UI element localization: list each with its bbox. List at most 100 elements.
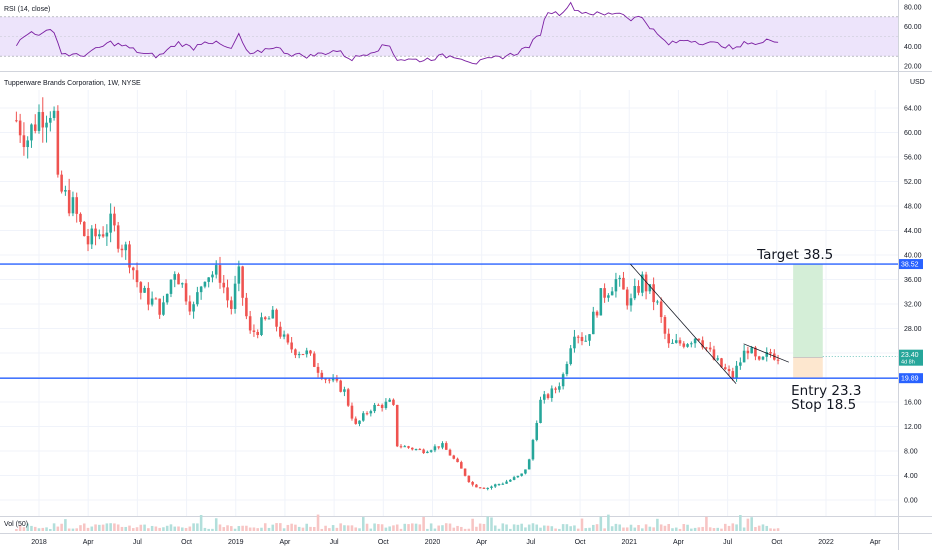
volume-bar [188, 526, 192, 531]
volume-bar [320, 528, 324, 531]
candle-body [429, 450, 433, 452]
volume-bar [739, 515, 742, 531]
time-axis: 2018 Apr Jul Oct 2019 Apr Jul Oct 2020 Apr Jul Oct 2… [31, 539, 881, 546]
volume-bar [524, 527, 527, 531]
volume-bar [403, 523, 407, 531]
candle-body [331, 378, 335, 381]
volume-bar [275, 523, 278, 531]
candle-body [671, 342, 674, 344]
volume-bar [618, 524, 621, 531]
candle-body [727, 369, 731, 372]
countdown-label: 4d 8h [901, 360, 915, 366]
volume-bar [358, 528, 361, 531]
volume-bar [584, 528, 588, 531]
volume-bar [448, 523, 452, 531]
current-price-tag [899, 349, 923, 366]
volume-bar [124, 526, 128, 531]
candle-body [720, 358, 723, 368]
candle-body [659, 301, 663, 318]
volume-bar [776, 528, 780, 531]
volume-bar [573, 525, 576, 531]
candle-body [512, 477, 516, 480]
volume-bar [418, 524, 422, 531]
volume-bar [82, 523, 86, 531]
volume-bar [429, 523, 433, 531]
candle-body [610, 291, 614, 296]
volume-bar [486, 516, 489, 531]
volume-bar [184, 527, 188, 531]
candle-body [569, 348, 572, 365]
volume-bar [629, 524, 633, 531]
candle-body [648, 284, 652, 292]
candle-body [15, 120, 18, 122]
y-tick-label: 16.00 [904, 400, 922, 407]
volume-bar [539, 527, 542, 531]
volume-bar [516, 524, 520, 531]
volume-bar [169, 524, 173, 531]
volume-bar [607, 514, 610, 531]
candle-body [633, 286, 637, 299]
level-tag-label: 19.89 [901, 376, 919, 383]
candle-body [746, 350, 750, 354]
candle-body [143, 287, 146, 293]
volume-bar [399, 528, 403, 531]
volume-bar [22, 527, 26, 531]
volume-pane: Vol (50) [4, 514, 780, 531]
level-tag [899, 373, 923, 384]
candle-body [113, 213, 116, 226]
volume-bar [671, 528, 674, 531]
candle-body [290, 342, 293, 350]
candle-body [595, 311, 599, 316]
rsi-tick-label: 80.00 [904, 5, 922, 12]
price-y-axis: 64.00 60.00 56.00 52.00 48.00 44.00 40.00 36.00… [904, 106, 922, 505]
volume-bar [350, 525, 354, 531]
candle-body [388, 399, 391, 402]
volume-bar [569, 526, 572, 531]
volume-bar [625, 527, 629, 531]
candle-body [211, 274, 214, 278]
rsi-line [16, 1, 779, 65]
candle-body [542, 394, 546, 400]
volume-bar [769, 528, 772, 531]
x-tick-label: Apr [83, 539, 95, 546]
volume-bar [230, 526, 233, 531]
rsi-pane: RSI (14, close) 80.00 60.00 40.00 20.00 [0, 1, 922, 71]
candle-body [158, 298, 161, 315]
candle-body [565, 364, 569, 375]
target-annotation: Target 38.5 [756, 247, 833, 263]
volume-bar [52, 523, 56, 531]
candle-body [147, 287, 150, 305]
candle-body [769, 352, 772, 354]
volume-bar [735, 524, 738, 531]
volume-bar [245, 525, 248, 531]
candle-body [693, 338, 697, 344]
volume-bar [263, 523, 267, 531]
volume-bar [335, 527, 339, 531]
volume-bar [686, 524, 689, 531]
volume-bar [716, 527, 720, 531]
candle-body [395, 404, 399, 447]
candle-body [305, 350, 309, 355]
candle-body [674, 340, 678, 343]
rsi-tick-label: 40.00 [904, 44, 922, 51]
candle-body [656, 301, 659, 303]
volume-bar [199, 515, 203, 531]
candle-body [399, 446, 403, 448]
candle-body [414, 449, 418, 451]
volume-bar [750, 517, 753, 531]
volume-bar [701, 526, 704, 531]
candle-body [343, 389, 346, 392]
volume-bar [294, 524, 297, 531]
candle-body [697, 338, 701, 341]
currency-label: USD [910, 79, 925, 86]
candle-body [641, 274, 644, 293]
volume-bar [354, 527, 358, 531]
volume-bar [343, 525, 346, 531]
volume-bar [369, 528, 373, 531]
volume-bar [426, 528, 429, 531]
candle-body [584, 340, 588, 342]
candle-body [467, 475, 471, 482]
candle-body [56, 110, 60, 175]
